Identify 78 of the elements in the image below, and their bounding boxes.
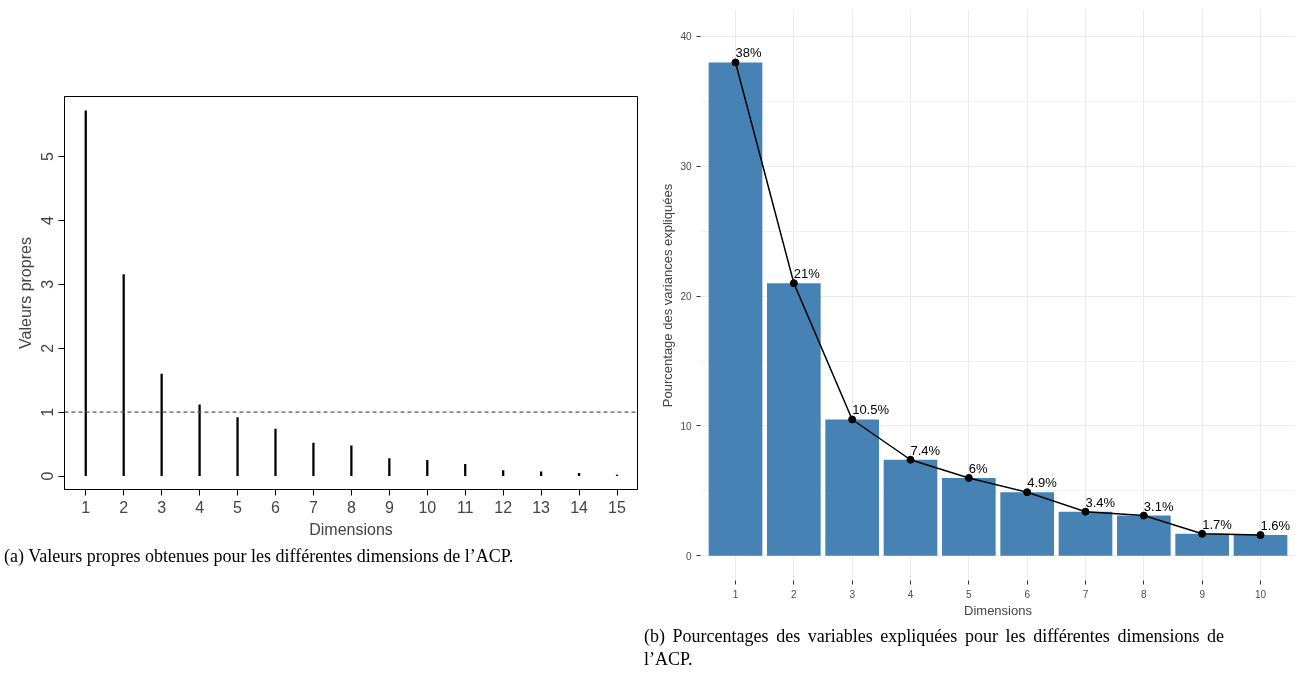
y-tick-label: 3 bbox=[39, 279, 57, 289]
point bbox=[1081, 507, 1090, 516]
x-tick-label: 13 bbox=[532, 498, 551, 516]
point bbox=[964, 473, 973, 482]
x-tick-label: 11 bbox=[456, 498, 474, 516]
x-tick-label: 5 bbox=[966, 588, 973, 600]
x-tick-label: 14 bbox=[570, 498, 589, 516]
y-tick-label: 0 bbox=[39, 471, 57, 481]
x-tick-label: 5 bbox=[233, 498, 243, 516]
data-label: 1.7% bbox=[1202, 516, 1233, 532]
bar bbox=[274, 428, 277, 477]
point bbox=[1256, 531, 1265, 540]
x-tick-label: 7 bbox=[1082, 588, 1089, 600]
y-tick-label: 0 bbox=[685, 550, 692, 562]
x-tick-label: 9 bbox=[1199, 588, 1206, 600]
x-tick-label: 10 bbox=[418, 498, 437, 516]
data-label: 38% bbox=[735, 45, 762, 61]
x-tick-label: 2 bbox=[791, 588, 798, 600]
bar bbox=[825, 419, 879, 556]
point bbox=[1139, 511, 1148, 520]
bar bbox=[312, 442, 315, 477]
y-tick-label: 2 bbox=[39, 343, 57, 353]
bar bbox=[198, 404, 201, 477]
point bbox=[731, 58, 740, 67]
bar bbox=[1175, 533, 1229, 556]
x-tick-label: 8 bbox=[346, 498, 356, 516]
bar bbox=[502, 470, 505, 477]
x-axis-title: Dimensions bbox=[309, 520, 393, 538]
bar bbox=[236, 417, 239, 477]
bar bbox=[1058, 511, 1113, 556]
bar bbox=[708, 62, 763, 556]
data-label: 4.9% bbox=[1027, 475, 1058, 491]
data-label: 7.4% bbox=[910, 442, 941, 458]
data-label: 6% bbox=[968, 460, 989, 476]
y-tick-label: 30 bbox=[680, 161, 692, 173]
point bbox=[789, 279, 798, 288]
x-axis-title: Dimensions bbox=[964, 602, 1033, 618]
data-label: 10.5% bbox=[852, 402, 890, 418]
point bbox=[848, 415, 857, 424]
bar bbox=[350, 445, 353, 477]
bar bbox=[767, 283, 821, 556]
y-tick-label: 20 bbox=[680, 291, 692, 303]
point bbox=[1023, 488, 1032, 497]
data-label: 3.4% bbox=[1085, 494, 1116, 510]
y-tick-label: 1 bbox=[39, 407, 57, 417]
x-tick-label: 1 bbox=[732, 588, 739, 600]
bar bbox=[1117, 515, 1171, 556]
x-tick-label: 4 bbox=[907, 588, 914, 600]
y-axis-title: Pourcentage des variances expliquées bbox=[660, 183, 676, 408]
x-tick-label: 10 bbox=[1254, 588, 1267, 600]
x-tick-label: 8 bbox=[1141, 588, 1148, 600]
point bbox=[1198, 529, 1207, 538]
y-tick-label: 4 bbox=[39, 215, 57, 225]
x-tick-label: 6 bbox=[1024, 588, 1031, 600]
bar bbox=[942, 477, 996, 556]
x-tick-label: 3 bbox=[849, 588, 856, 600]
x-tick-label: 2 bbox=[119, 498, 129, 516]
x-tick-label: 7 bbox=[308, 498, 318, 516]
x-tick-label: 4 bbox=[195, 498, 205, 516]
y-axis-title: Valeurs propres bbox=[16, 237, 34, 349]
data-label: 3.1% bbox=[1143, 498, 1174, 514]
data-label: 1.6% bbox=[1260, 518, 1291, 534]
x-tick-label: 9 bbox=[384, 498, 394, 516]
data-label: 21% bbox=[793, 266, 821, 282]
y-tick-label: 10 bbox=[680, 420, 692, 432]
text: (a) Valeurs propres obtenues pour les différentes dimensions de l’ACP. bbox=[4, 545, 514, 568]
x-tick-label: 6 bbox=[271, 498, 281, 516]
y-tick-label: 40 bbox=[680, 31, 692, 43]
bar bbox=[883, 459, 938, 556]
text: (b) Pourcentages des variables expliquées pour les différentes dimensions de l’ACP. bbox=[644, 625, 1224, 672]
x-tick-label: 1 bbox=[81, 498, 91, 516]
x-tick-label: 3 bbox=[157, 498, 167, 516]
x-tick-label: 12 bbox=[494, 498, 513, 516]
x-tick-label: 15 bbox=[608, 498, 627, 516]
bar bbox=[1000, 492, 1054, 556]
point bbox=[906, 455, 915, 464]
bar bbox=[1233, 535, 1288, 556]
y-tick-label: 5 bbox=[39, 152, 57, 162]
